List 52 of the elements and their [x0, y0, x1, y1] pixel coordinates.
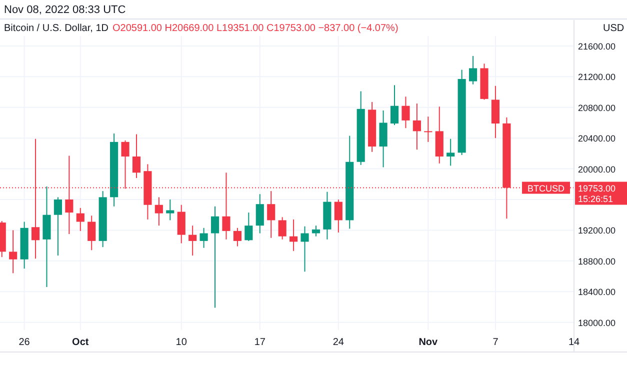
ref-line-label: BTCUSD [527, 183, 565, 194]
chart-subtitle: O20591.00 H20669.00 L19351.00 C19753.00 −837.00 (−4.07%) [112, 23, 398, 34]
candlestick [256, 194, 264, 234]
candlestick [290, 218, 298, 252]
candlestick [300, 226, 309, 272]
candlestick [468, 55, 478, 85]
text: 19753.00 [578, 183, 616, 194]
candlestick [402, 96, 410, 129]
x-tick-label: 14 [568, 337, 580, 348]
x-tick-label: Oct [72, 337, 90, 348]
y-tick-label: 20000.00 [578, 164, 616, 174]
chart-title: Bitcoin / U.S. Dollar, 1D [4, 23, 108, 34]
y-tick-label: 18000.00 [578, 318, 616, 328]
candlestick [76, 207, 84, 232]
candlestick [54, 196, 62, 256]
candlestick [424, 116, 432, 142]
y-tick-label: 19200.00 [578, 226, 616, 236]
x-tick-label: 10 [176, 337, 188, 348]
x-tick-label: 24 [332, 337, 344, 348]
text: 15:26:51 [578, 194, 614, 204]
x-tick-label: 26 [18, 337, 30, 348]
x-tick-label: Nov [418, 337, 438, 348]
candlestick [312, 225, 320, 237]
y-tick-label: 21600.00 [578, 41, 616, 52]
candlestick [446, 138, 455, 166]
candlestick [177, 204, 186, 244]
candlestick [267, 190, 276, 238]
candlestick [233, 227, 242, 247]
candlestick [166, 199, 174, 221]
candlestick [379, 110, 388, 168]
candlestick [154, 196, 163, 226]
y-tick-label: 18800.00 [578, 256, 616, 266]
y-tick-label: 20800.00 [578, 102, 616, 113]
candlestick [188, 225, 197, 256]
y-axis-title: USD [603, 23, 624, 34]
candlestick [244, 212, 253, 242]
candlestick [88, 215, 96, 251]
candlestick [9, 230, 18, 274]
text: Nov 08, 2022 08:33 UTC [4, 4, 126, 16]
y-tick-label: 20400.00 [578, 134, 616, 144]
candlestick [210, 206, 220, 308]
y-tick-label: 18400.00 [578, 287, 616, 298]
candlestick [132, 134, 141, 179]
candlestick [334, 199, 342, 234]
y-tick-label: 21200.00 [578, 72, 616, 82]
candlestick [200, 227, 208, 248]
x-tick-label: 7 [492, 337, 499, 348]
x-tick-label: 17 [254, 337, 266, 348]
candlestick [278, 216, 286, 240]
candlestick [390, 84, 399, 126]
candlestick [412, 103, 421, 150]
candlestick [491, 85, 500, 139]
